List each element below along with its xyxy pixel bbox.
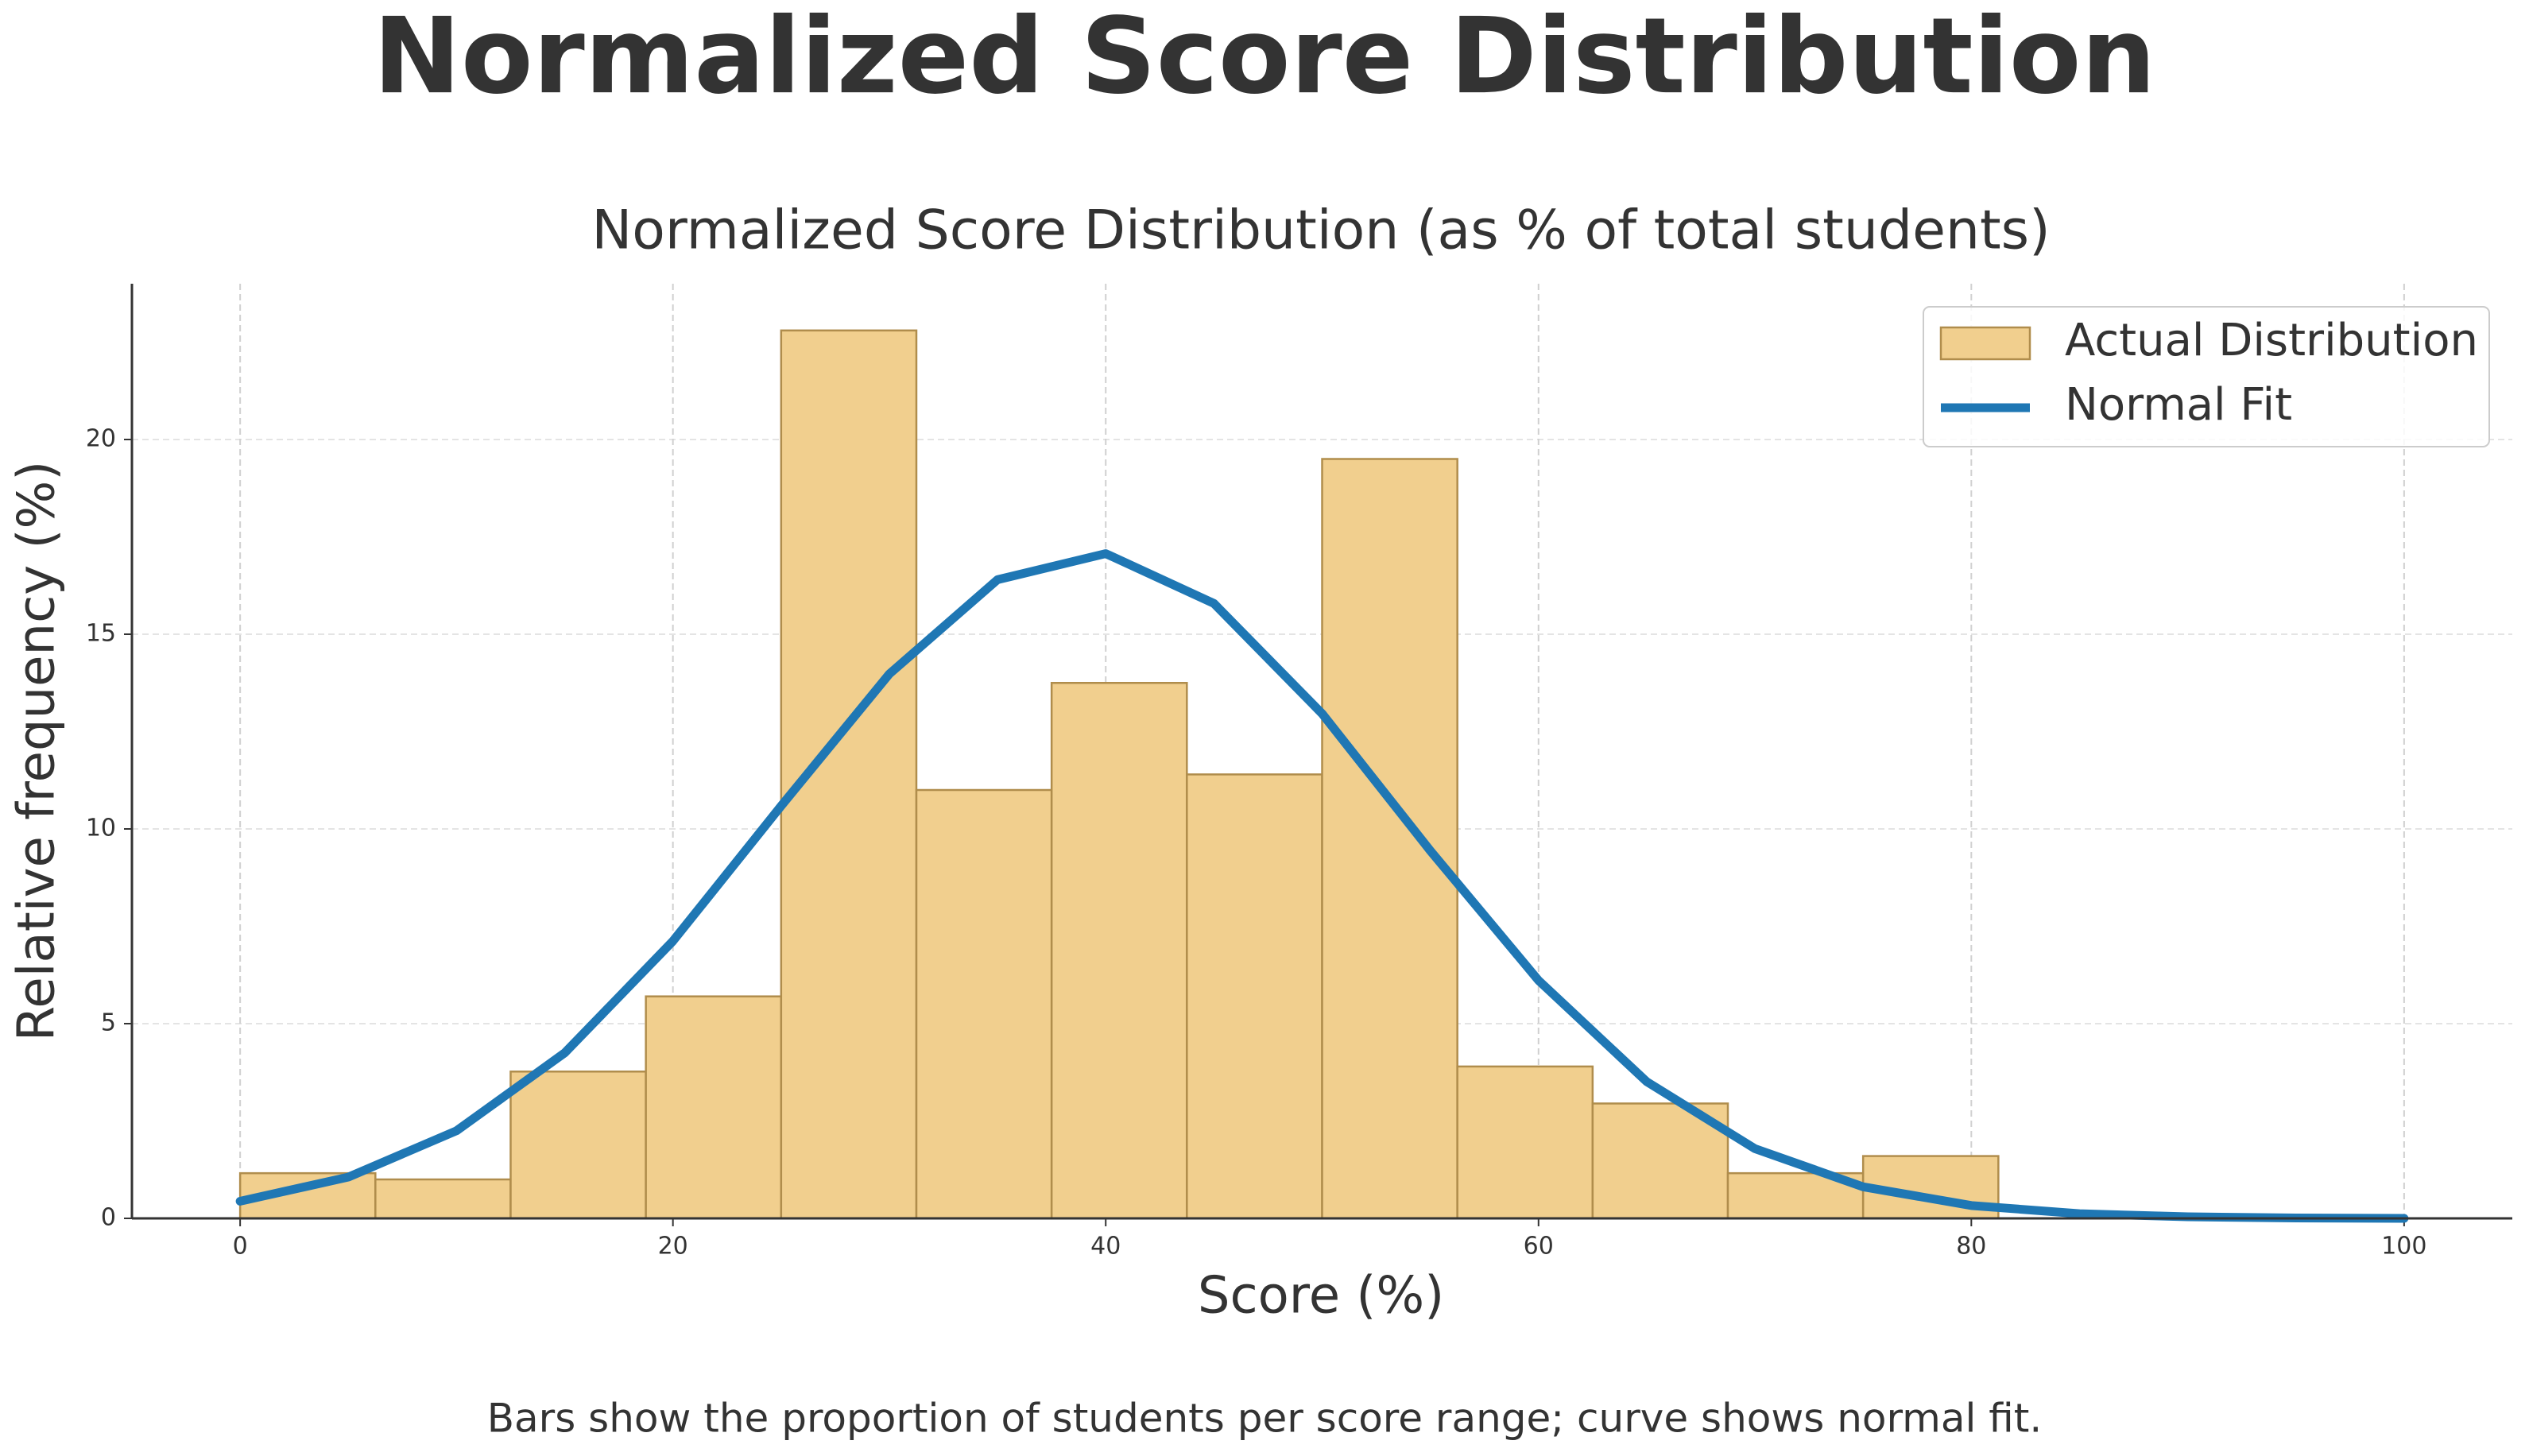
bar	[374, 1178, 512, 1220]
x-axis-label: Score (%)	[1198, 1267, 1444, 1326]
legend-label: Actual Distribution	[2065, 315, 2478, 366]
y-tick-label: 0	[101, 1204, 116, 1232]
bar	[1186, 773, 1323, 1220]
x-tick-label: 100	[2381, 1233, 2426, 1260]
bar	[1456, 1065, 1594, 1220]
bar	[645, 995, 783, 1220]
legend-swatch	[1939, 326, 2031, 361]
x-tick-label: 80	[1956, 1233, 1986, 1260]
x-tick-label: 60	[1524, 1233, 1554, 1260]
bar	[1050, 682, 1188, 1220]
legend-label: Normal Fit	[2065, 379, 2292, 431]
figure-title: Normalized Score Distribution	[373, 0, 2155, 118]
y-tick-label: 20	[86, 425, 116, 453]
bar	[509, 1071, 647, 1220]
legend-box	[1923, 306, 2490, 447]
y-tick-label: 15	[86, 620, 116, 648]
bar	[1321, 458, 1458, 1220]
x-tick-label: 20	[658, 1233, 688, 1260]
caption: Bars show the proportion of students per…	[487, 1396, 2043, 1442]
x-tick-label: 40	[1090, 1233, 1121, 1260]
y-tick-label: 10	[86, 815, 116, 842]
y-tick-label: 5	[101, 1009, 116, 1037]
bar	[915, 788, 1053, 1220]
x-tick-label: 0	[233, 1233, 248, 1260]
chart-title: Normalized Score Distribution (as % of t…	[591, 199, 2050, 262]
fit-line	[235, 549, 2409, 1223]
y-axis-label: Relative frequency (%)	[8, 461, 67, 1042]
